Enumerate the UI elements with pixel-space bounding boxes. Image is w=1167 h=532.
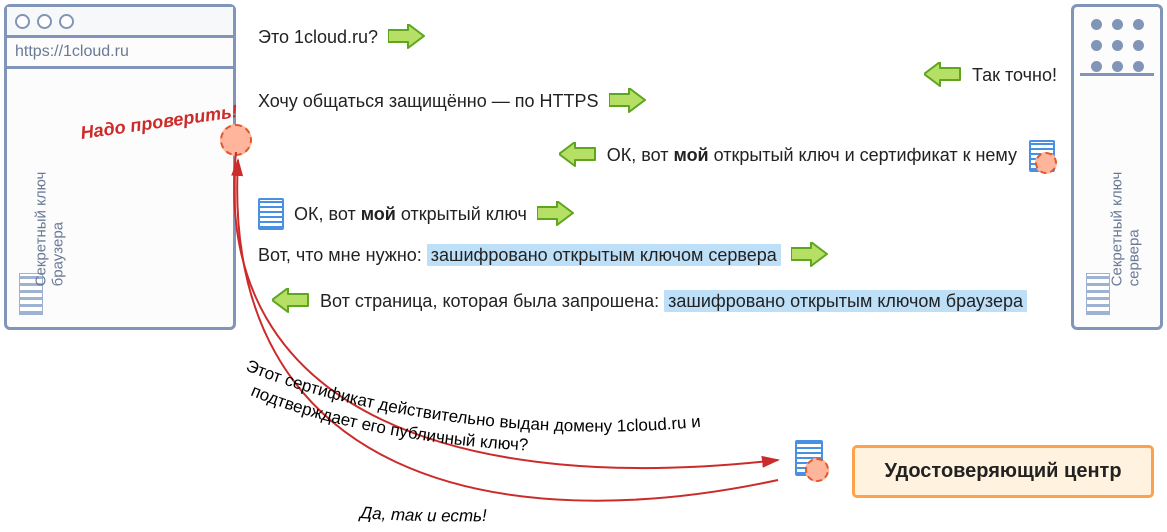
svg-text:Этот сертификат действительно: Этот сертификат действительно выдан доме…	[243, 356, 701, 436]
svg-text:Да, так и есть!: Да, так и есть!	[358, 503, 488, 525]
curves: Этот сертификат действительно выдан доме…	[0, 0, 1167, 532]
